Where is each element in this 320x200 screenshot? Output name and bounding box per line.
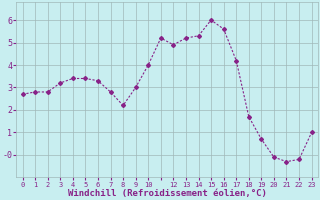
- X-axis label: Windchill (Refroidissement éolien,°C): Windchill (Refroidissement éolien,°C): [68, 189, 267, 198]
